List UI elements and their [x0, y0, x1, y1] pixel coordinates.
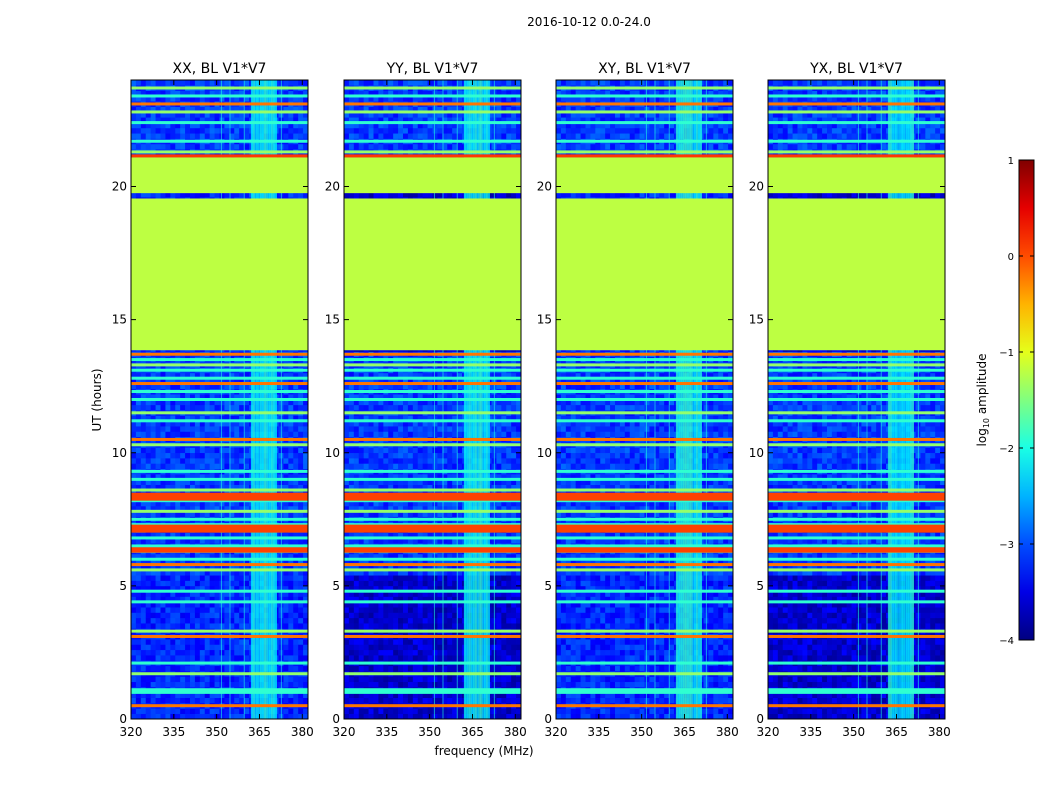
y-tick-label: 20 — [325, 180, 340, 194]
y-tick-label: 10 — [749, 446, 764, 460]
y-tick-label: 15 — [325, 313, 340, 327]
rfi-lines — [344, 86, 521, 708]
x-axis-label: frequency (MHz) — [434, 744, 533, 758]
colorbar-tick-label: −2 — [999, 444, 1014, 455]
x-tick-label: 365 — [248, 725, 271, 739]
figure-suptitle: 2016-10-12 0.0-24.0 — [527, 15, 651, 29]
panel-yx: YX, BL V1*V7 320 335 350 365 380 0 5 10 15 20 — [749, 61, 951, 739]
x-tick-label: 350 — [418, 725, 441, 739]
rfi-band — [556, 547, 733, 553]
x-tick-label: 350 — [842, 725, 865, 739]
y-tick-label: 0 — [756, 712, 764, 726]
rfi-band — [768, 524, 945, 533]
x-tick-label: 365 — [461, 725, 484, 739]
y-tick-label: 5 — [332, 579, 340, 593]
rfi-band — [131, 547, 308, 553]
x-tick-label: 350 — [630, 725, 653, 739]
x-tick-label: 380 — [504, 725, 527, 739]
rfi-band — [344, 524, 521, 533]
colorbar-tick-label: −4 — [999, 636, 1014, 647]
flagged-block — [131, 157, 308, 194]
x-tick-label: 380 — [291, 725, 314, 739]
y-tick-label: 0 — [119, 712, 127, 726]
y-tick-label: 15 — [112, 313, 127, 327]
x-tick-label: 320 — [545, 725, 568, 739]
panel-title: XY, BL V1*V7 — [598, 61, 691, 77]
x-tick-label: 365 — [673, 725, 696, 739]
waterfall-image — [344, 80, 521, 719]
x-tick-label: 335 — [587, 725, 610, 739]
rfi-band — [131, 492, 308, 501]
colorbar-gradient — [1018, 159, 1035, 641]
colorbar-label-subscript: 10 — [982, 418, 991, 428]
y-tick-label: 20 — [112, 180, 127, 194]
panel-xy: XY, BL V1*V7 320 335 350 365 380 0 5 10 15 20 — [537, 61, 739, 739]
y-tick-label: 5 — [544, 579, 552, 593]
axes-frame — [767, 79, 946, 720]
waterfall-image — [768, 80, 945, 719]
waterfall-image — [556, 80, 733, 719]
flag-edge-line — [131, 154, 308, 158]
colorbar-tick-label: 1 — [1008, 156, 1014, 167]
rfi-band — [556, 524, 733, 533]
x-tick-label: 365 — [885, 725, 908, 739]
waterfall-image — [131, 80, 308, 719]
colorbar-label: log10 amplitude — [975, 354, 991, 447]
panel-title: XX, BL V1*V7 — [173, 61, 267, 77]
rfi-band — [556, 492, 733, 501]
y-tick-label: 10 — [325, 446, 340, 460]
panel-title: YX, BL V1*V7 — [809, 61, 903, 77]
panel-xx: XX, BL V1*V7 320 335 350 365 380 0 5 10 15 20 — [112, 61, 314, 739]
rfi-lines — [131, 86, 308, 708]
flag-edge-line — [556, 154, 733, 158]
colorbar-tick-label: 0 — [1008, 252, 1014, 263]
flag-edge-line — [344, 154, 521, 158]
y-tick-label: 15 — [537, 313, 552, 327]
x-tick-label: 320 — [333, 725, 356, 739]
x-tick-label: 335 — [799, 725, 822, 739]
rfi-band — [344, 547, 521, 553]
y-tick-label: 5 — [119, 579, 127, 593]
flagged-block — [768, 198, 945, 351]
flagged-block — [131, 198, 308, 351]
colorbar: 1 0 −1 −2 −3 −4 — [999, 156, 1035, 647]
y-tick-label: 0 — [332, 712, 340, 726]
y-tick-label: 10 — [537, 446, 552, 460]
y-tick-label: 20 — [537, 180, 552, 194]
axes-frame — [343, 79, 522, 720]
y-tick-label: 0 — [544, 712, 552, 726]
x-tick-label: 320 — [120, 725, 143, 739]
rfi-band — [131, 524, 308, 533]
x-tick-label: 335 — [375, 725, 398, 739]
rfi-band — [768, 547, 945, 553]
flagged-block — [768, 157, 945, 194]
colorbar-tick-label: −1 — [999, 348, 1014, 359]
x-tick-label: 380 — [928, 725, 951, 739]
panel-yy: YY, BL V1*V7 320 335 350 365 380 0 5 10 15 20 — [325, 61, 527, 739]
y-tick-label: 20 — [749, 180, 764, 194]
axes-frame — [555, 79, 734, 720]
colorbar-tick-label: −3 — [999, 540, 1014, 551]
y-tick-label: 10 — [112, 446, 127, 460]
panel-title: YY, BL V1*V7 — [386, 61, 479, 77]
y-tick-label: 5 — [756, 579, 764, 593]
y-tick-label: 15 — [749, 313, 764, 327]
x-tick-label: 335 — [162, 725, 185, 739]
axes-frame — [130, 79, 309, 720]
flagged-block — [556, 198, 733, 351]
x-tick-label: 320 — [757, 725, 780, 739]
flagged-block — [344, 157, 521, 194]
rfi-band — [344, 492, 521, 501]
x-tick-label: 350 — [205, 725, 228, 739]
x-tick-label: 380 — [716, 725, 739, 739]
flagged-block — [556, 157, 733, 194]
y-axis-label: UT (hours) — [90, 368, 104, 431]
flagged-block — [344, 198, 521, 351]
rfi-band — [768, 492, 945, 501]
flag-edge-line — [768, 154, 945, 158]
colorbar-label-suffix: amplitude — [975, 354, 989, 418]
colorbar-label-prefix: log — [975, 428, 989, 446]
